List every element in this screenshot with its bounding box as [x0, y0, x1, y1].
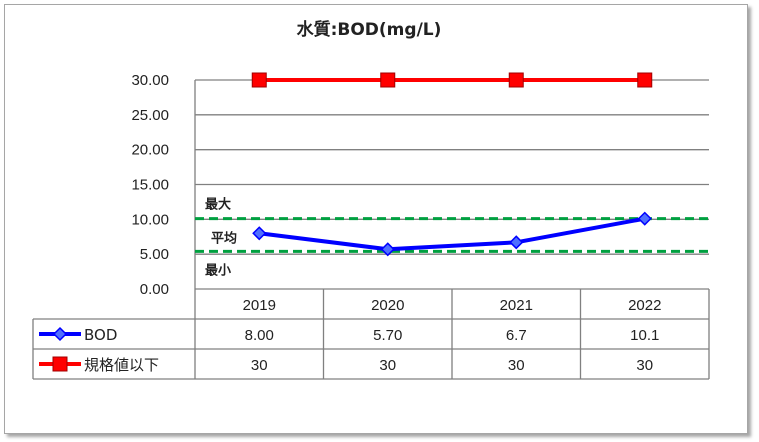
data-point — [508, 72, 524, 88]
chart-title: 水質:BOD(mg/L) — [297, 19, 442, 40]
data-point — [637, 72, 653, 88]
series-line — [259, 216, 646, 252]
table-cell: 30 — [379, 357, 396, 374]
x-tick-label: 2019 — [243, 297, 276, 314]
y-tick-label: 15.00 — [131, 177, 169, 194]
legend-label: 規格値以下 — [84, 356, 159, 374]
table-cell: 30 — [251, 357, 268, 374]
x-tick-label: 2020 — [371, 297, 404, 314]
data-point — [509, 235, 524, 250]
legend-key-marker — [52, 356, 68, 372]
y-tick-label: 5.00 — [140, 246, 169, 263]
table-cell: 30 — [636, 357, 653, 374]
y-tick-label: 20.00 — [131, 142, 169, 159]
table-cell: 8.00 — [245, 327, 274, 344]
y-tick-label: 10.00 — [131, 211, 169, 228]
table-cell: 5.70 — [373, 327, 402, 344]
legend-label: BOD — [84, 326, 117, 344]
data-point — [380, 242, 395, 257]
y-tick-label: 30.00 — [131, 72, 169, 89]
table-cell: 30 — [508, 357, 525, 374]
data-point — [252, 226, 267, 241]
data-table: 2019 2020 2021 2022 BOD 8.00 5.70 6.7 10.1 規格値以下 3… — [32, 289, 710, 380]
data-point — [380, 72, 396, 88]
annotations: 平均 — [211, 230, 237, 246]
y-tick-labels: 30.00 25.00 20.00 15.00 10.00 5.00 0.00 — [131, 72, 169, 298]
annotation-label: 平均 — [211, 230, 237, 246]
data-point — [251, 72, 267, 88]
x-tick-label: 2022 — [628, 297, 661, 314]
reference-line-label: 最大 — [205, 197, 231, 213]
table-cell: 10.1 — [630, 327, 659, 344]
legend-key-marker — [52, 326, 68, 342]
series-layer — [251, 72, 653, 257]
y-tick-label: 25.00 — [131, 107, 169, 124]
grid-lines — [194, 79, 709, 290]
reference-line-label: 最小 — [205, 263, 231, 278]
y-tick-label: 0.00 — [140, 281, 169, 298]
x-tick-label: 2021 — [500, 297, 533, 314]
chart-frame: 水質:BOD(mg/L) 最大最小 30.00 25.00 20.00 15.00 10… — [4, 4, 748, 434]
table-cell: 6.7 — [506, 327, 527, 344]
data-point — [637, 211, 652, 226]
